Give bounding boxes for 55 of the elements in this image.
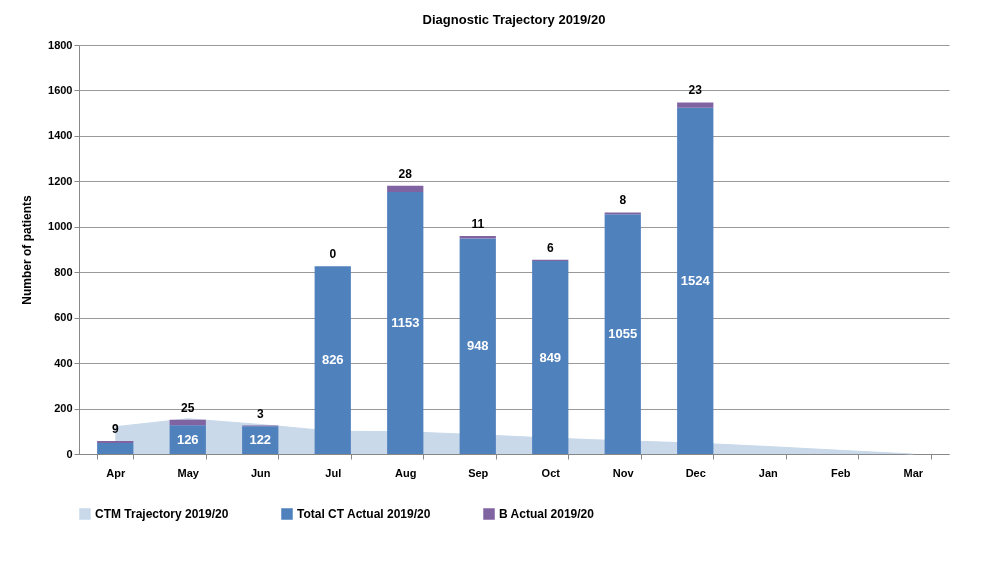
x-tick-label: Oct	[541, 466, 561, 479]
data-label: 0	[329, 247, 337, 262]
y-tick-label: 1200	[48, 174, 73, 187]
bar	[387, 185, 424, 193]
x-tick-label: Sep	[468, 466, 489, 479]
bar	[314, 266, 351, 454]
y-tick-label: 1000	[48, 220, 73, 233]
x-tick-label: Jun	[250, 466, 271, 479]
data-label: 11	[471, 217, 485, 232]
data-label: 6	[546, 240, 554, 255]
data-label: 23	[688, 83, 703, 98]
y-tick-label: 200	[54, 402, 73, 415]
data-label: 126	[176, 431, 199, 447]
data-label: 122	[249, 432, 272, 448]
data-label: 826	[321, 352, 344, 368]
x-tick-label: Aug	[395, 466, 417, 479]
y-axis-title: Number of patients	[20, 195, 35, 305]
bar	[604, 214, 641, 454]
x-tick-label: May	[177, 466, 200, 479]
bar	[97, 443, 134, 454]
legend-label: CTM Trajectory 2019/20	[95, 507, 229, 521]
bar	[387, 192, 424, 454]
x-tick-label: Dec	[685, 466, 706, 479]
data-label: 9	[111, 422, 119, 437]
x-tick-label: Feb	[830, 466, 851, 479]
x-tick-label: Jan	[758, 466, 778, 479]
y-tick-label: 400	[54, 356, 73, 369]
data-label: 8	[619, 193, 627, 208]
data-label: 1055	[608, 326, 638, 342]
bar	[677, 107, 714, 454]
chart-title: Diagnostic Trajectory 2019/20	[422, 12, 606, 27]
data-label: 25	[181, 400, 195, 415]
bar	[459, 236, 496, 239]
x-tick-label: Mar	[903, 466, 924, 479]
bar	[97, 441, 134, 444]
y-tick-label: 1800	[48, 38, 73, 51]
data-label: 1153	[391, 315, 420, 331]
legend-label: Total CT Actual 2019/20	[297, 507, 431, 521]
bar	[459, 238, 496, 454]
bar	[677, 102, 714, 108]
data-label: 948	[466, 338, 489, 354]
x-tick-label: Nov	[612, 466, 635, 479]
y-tick-label: 800	[54, 265, 73, 278]
y-tick-label: 1600	[48, 83, 73, 96]
y-tick-label: 0	[66, 447, 73, 460]
legend-label: B Actual 2019/20	[499, 507, 595, 521]
data-label: 849	[539, 349, 562, 365]
y-tick-label: 1400	[48, 129, 73, 142]
bar	[532, 261, 569, 454]
y-tick-label: 600	[54, 311, 73, 324]
x-tick-label: Apr	[106, 466, 126, 479]
data-label: 1524	[680, 272, 711, 288]
data-label: 3	[256, 406, 264, 421]
x-tick-label: Jul	[325, 466, 342, 479]
data-label: 28	[398, 166, 413, 181]
